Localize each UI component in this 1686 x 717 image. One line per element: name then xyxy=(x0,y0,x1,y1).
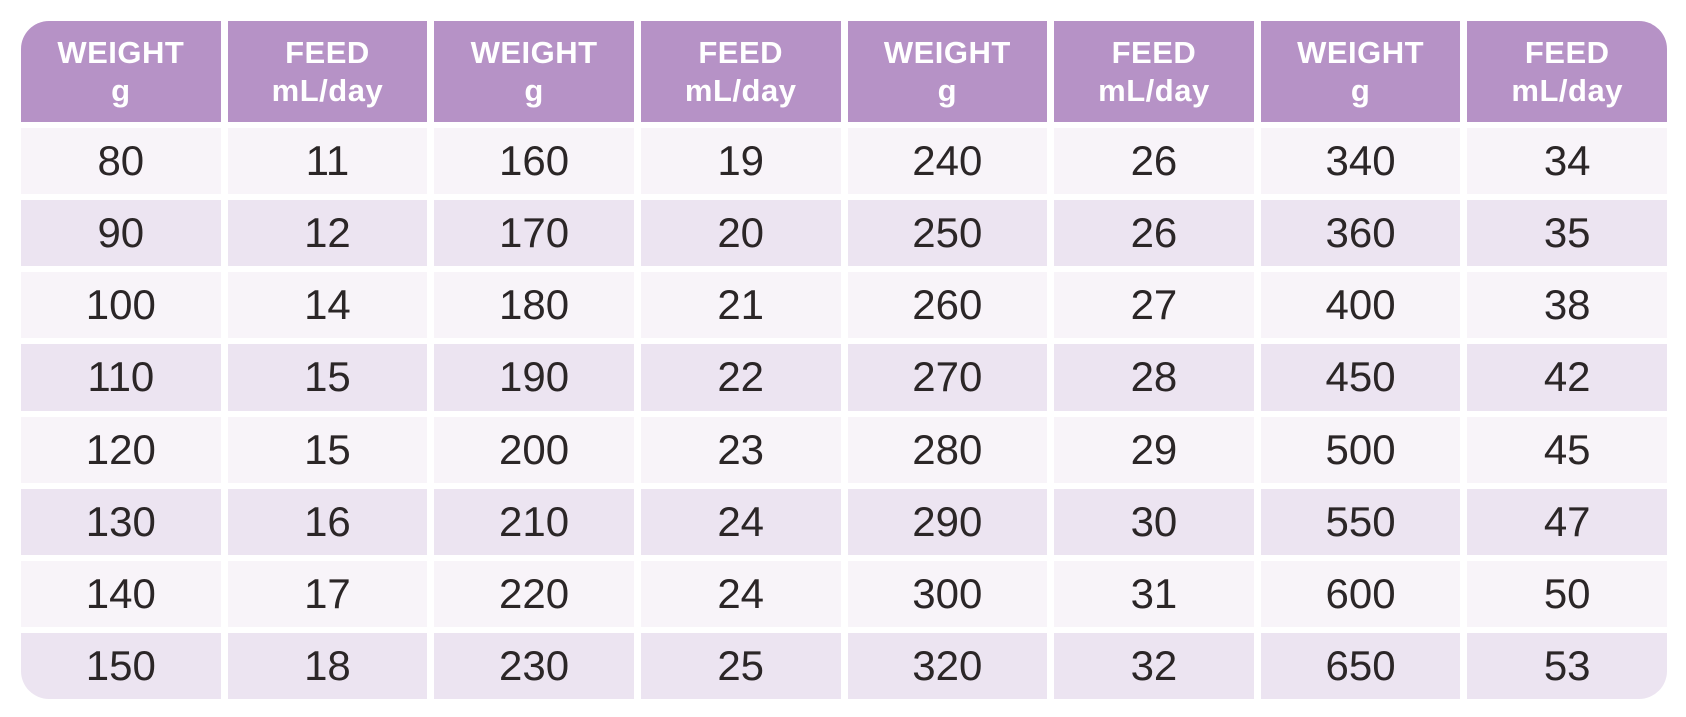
feed-cell: 45 xyxy=(1467,416,1667,483)
weight-cell: 160 xyxy=(434,128,634,195)
feed-cell: 47 xyxy=(1467,488,1667,555)
feed-cell: 19 xyxy=(640,128,841,195)
header-weight-label: WEIGHT xyxy=(883,34,1011,70)
weight-cell: 200 xyxy=(434,416,634,483)
feed-cell: 16 xyxy=(227,488,428,555)
header-feed-unit: mL/day xyxy=(271,72,384,108)
header-weight-unit: g xyxy=(1350,72,1371,108)
feed-cell: 34 xyxy=(1467,128,1667,195)
feed-cell: 14 xyxy=(227,272,428,339)
weight-cell: 260 xyxy=(847,272,1048,339)
weight-cell: 550 xyxy=(1260,488,1461,555)
weight-cell: 340 xyxy=(1260,128,1461,195)
weight-cell: 220 xyxy=(434,560,634,627)
header-feed-label: FEED xyxy=(285,34,370,70)
feed-cell: 12 xyxy=(227,200,428,267)
feed-cell: 24 xyxy=(640,560,841,627)
feed-cell: 26 xyxy=(1054,200,1254,267)
feed-cell: 18 xyxy=(227,632,428,699)
header-weight-unit: g xyxy=(111,72,131,108)
feed-cell: 11 xyxy=(227,128,428,195)
feed-cell: 31 xyxy=(1054,560,1254,627)
weight-cell: 500 xyxy=(1260,416,1461,483)
weight-cell: 80 xyxy=(21,128,221,195)
weight-feed-table: WEIGHT g FEED mL/day WEIGHT g FEED mL/day WEIGHT… xyxy=(21,21,1667,699)
weight-cell: 210 xyxy=(434,488,634,555)
feed-cell: 30 xyxy=(1054,488,1254,555)
column-header-weight: WEIGHT g xyxy=(847,21,1048,122)
weight-cell: 250 xyxy=(847,200,1048,267)
weight-cell: 240 xyxy=(847,128,1048,195)
header-feed-label: FEED xyxy=(698,34,784,70)
column-header-feed: FEED mL/day xyxy=(1467,21,1667,122)
header-weight-unit: g xyxy=(524,72,544,108)
column-header-weight: WEIGHT g xyxy=(1260,21,1461,122)
feed-cell: 23 xyxy=(640,416,841,483)
weight-cell: 600 xyxy=(1260,560,1461,627)
weight-cell: 230 xyxy=(434,632,634,699)
header-feed-unit: mL/day xyxy=(1511,72,1623,108)
feed-cell: 20 xyxy=(640,200,841,267)
column-header-feed: FEED mL/day xyxy=(640,21,841,122)
feed-cell: 21 xyxy=(640,272,841,339)
header-weight-label: WEIGHT xyxy=(470,34,598,70)
header-weight-unit: g xyxy=(937,72,958,108)
weight-cell: 140 xyxy=(21,560,221,627)
feed-cell: 26 xyxy=(1054,128,1254,195)
feed-table-grid: WEIGHT g FEED mL/day WEIGHT g FEED mL/day WEIGHT… xyxy=(21,21,1667,699)
column-header-feed: FEED mL/day xyxy=(1054,21,1254,122)
weight-cell: 90 xyxy=(21,200,221,267)
feed-cell: 22 xyxy=(640,344,841,411)
weight-cell: 190 xyxy=(434,344,634,411)
feed-cell: 29 xyxy=(1054,416,1254,483)
weight-cell: 180 xyxy=(434,272,634,339)
weight-cell: 650 xyxy=(1260,632,1461,699)
header-feed-label: FEED xyxy=(1111,34,1197,70)
feed-cell: 38 xyxy=(1467,272,1667,339)
feed-cell: 28 xyxy=(1054,344,1254,411)
feed-cell: 35 xyxy=(1467,200,1667,267)
feed-cell: 53 xyxy=(1467,632,1667,699)
feed-cell: 42 xyxy=(1467,344,1667,411)
header-feed-unit: mL/day xyxy=(1098,72,1210,108)
weight-cell: 450 xyxy=(1260,344,1461,411)
weight-cell: 300 xyxy=(847,560,1048,627)
weight-cell: 120 xyxy=(21,416,221,483)
header-weight-label: WEIGHT xyxy=(57,34,185,70)
header-weight-label: WEIGHT xyxy=(1297,34,1425,70)
header-feed-label: FEED xyxy=(1524,34,1610,70)
weight-cell: 150 xyxy=(21,632,221,699)
feed-cell: 15 xyxy=(227,416,428,483)
weight-cell: 290 xyxy=(847,488,1048,555)
weight-cell: 400 xyxy=(1260,272,1461,339)
header-feed-unit: mL/day xyxy=(684,72,797,108)
column-header-feed: FEED mL/day xyxy=(227,21,428,122)
feed-cell: 25 xyxy=(640,632,841,699)
feed-cell: 50 xyxy=(1467,560,1667,627)
weight-cell: 270 xyxy=(847,344,1048,411)
feed-cell: 15 xyxy=(227,344,428,411)
column-header-weight: WEIGHT g xyxy=(434,21,634,122)
weight-cell: 100 xyxy=(21,272,221,339)
weight-cell: 110 xyxy=(21,344,221,411)
feed-cell: 32 xyxy=(1054,632,1254,699)
feed-cell: 24 xyxy=(640,488,841,555)
feed-cell: 27 xyxy=(1054,272,1254,339)
feed-cell: 17 xyxy=(227,560,428,627)
weight-cell: 280 xyxy=(847,416,1048,483)
weight-cell: 170 xyxy=(434,200,634,267)
weight-cell: 130 xyxy=(21,488,221,555)
column-header-weight: WEIGHT g xyxy=(21,21,221,122)
weight-cell: 320 xyxy=(847,632,1048,699)
weight-cell: 360 xyxy=(1260,200,1461,267)
